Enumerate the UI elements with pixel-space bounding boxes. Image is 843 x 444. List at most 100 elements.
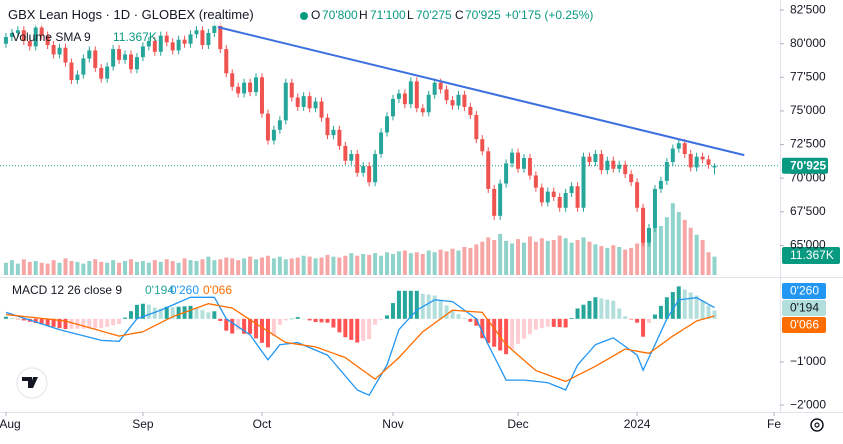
volume-bar bbox=[652, 222, 657, 275]
candle-body bbox=[420, 108, 425, 113]
macd-histogram-bar bbox=[611, 300, 616, 319]
macd-histogram-bar bbox=[301, 318, 306, 320]
macd-histogram-bar bbox=[343, 318, 348, 338]
candle-body bbox=[498, 183, 503, 216]
macd-histogram-bar bbox=[414, 290, 419, 319]
candle-body bbox=[355, 153, 360, 173]
macd-histogram-bar bbox=[158, 308, 163, 319]
volume-bar bbox=[206, 256, 211, 275]
macd-hist-value: 0'194 bbox=[145, 283, 174, 297]
macd-histogram-bar bbox=[557, 318, 562, 328]
volume-bar bbox=[75, 261, 80, 275]
macd-histogram-bar bbox=[694, 295, 699, 319]
macd-histogram-bar bbox=[21, 318, 26, 321]
macd-histogram-bar bbox=[331, 318, 336, 328]
macd-histogram-bar bbox=[271, 318, 276, 337]
ohlc-value: 70'275 bbox=[416, 8, 452, 22]
macd-histogram-bar bbox=[670, 292, 675, 319]
macd-histogram-bar bbox=[545, 318, 550, 327]
candle-body bbox=[670, 148, 675, 163]
volume-bar bbox=[158, 261, 163, 275]
candle-body bbox=[170, 42, 175, 51]
x-tick-label: Dec bbox=[507, 417, 528, 431]
candle-body bbox=[194, 30, 199, 35]
candle-body bbox=[9, 32, 14, 37]
macd-histogram-bar bbox=[51, 318, 56, 327]
candle-body bbox=[402, 93, 407, 105]
macd-histogram-bar bbox=[361, 318, 366, 341]
ohlc: O 70'800 H 71'100 L 70'275 C 70'925 +0'1… bbox=[311, 8, 593, 22]
macd-histogram-bar bbox=[385, 315, 390, 319]
macd-histogram-bar bbox=[438, 300, 443, 319]
volume-bar bbox=[641, 231, 646, 275]
candle-body bbox=[557, 197, 562, 208]
volume-bar bbox=[87, 261, 92, 275]
macd-histogram-bar bbox=[3, 316, 8, 319]
candle-body bbox=[152, 41, 157, 52]
last-price-label: 70'925 bbox=[790, 158, 827, 172]
candle-body bbox=[641, 207, 646, 243]
macd-histogram-bar bbox=[652, 314, 657, 319]
candle-body bbox=[516, 152, 521, 169]
volume-bar bbox=[236, 260, 241, 275]
volume-bar bbox=[277, 256, 282, 275]
candle-body bbox=[658, 180, 663, 189]
candle-body bbox=[527, 158, 532, 176]
macd-histogram-bar bbox=[706, 305, 711, 319]
candle-body bbox=[105, 66, 110, 79]
macd-histogram-bar bbox=[688, 292, 693, 319]
volume-sma: 11.367K bbox=[113, 30, 157, 44]
volume-bar bbox=[426, 250, 431, 275]
macd-histogram-bar bbox=[99, 318, 104, 329]
volume-bar bbox=[670, 203, 675, 275]
candle-body bbox=[581, 156, 586, 208]
volume-bar bbox=[635, 243, 640, 275]
ohlc-value: 71'100 bbox=[370, 8, 406, 22]
candle-body bbox=[3, 36, 8, 44]
macd-histogram-bar bbox=[551, 318, 556, 327]
signal-badge bbox=[782, 317, 826, 333]
volume-bar bbox=[194, 261, 199, 275]
volume-bar bbox=[593, 244, 598, 275]
candle-body bbox=[385, 116, 390, 133]
macd-histogram-bar bbox=[521, 318, 526, 339]
volume-bar bbox=[385, 252, 390, 275]
candle-body bbox=[117, 49, 122, 60]
macd-histogram-bar bbox=[617, 308, 622, 319]
macd-histogram-bar bbox=[581, 304, 586, 319]
volume-bar bbox=[319, 257, 324, 275]
volume-bar bbox=[486, 237, 491, 275]
volume-bar bbox=[99, 261, 104, 275]
legend-backdrop bbox=[4, 4, 540, 26]
macd-histogram-bar bbox=[33, 318, 38, 324]
macd-histogram-bar bbox=[111, 318, 116, 326]
candle-body bbox=[551, 191, 556, 198]
candle-body bbox=[480, 139, 485, 152]
macd-histogram-bar bbox=[254, 318, 259, 339]
macd-histogram-bar bbox=[492, 318, 497, 347]
y-tick-label: 70'000 bbox=[790, 170, 826, 184]
volume-bar bbox=[450, 248, 455, 275]
candle-body bbox=[271, 129, 276, 141]
volume-bar bbox=[343, 255, 348, 275]
settings-icon[interactable] bbox=[810, 418, 824, 432]
macd-histogram-bar bbox=[123, 317, 128, 319]
macd-histogram-bar bbox=[218, 318, 223, 321]
macd-histogram-bar bbox=[396, 290, 401, 319]
ohlc-key: C bbox=[455, 8, 464, 22]
candle-body bbox=[33, 27, 38, 47]
signal-badge-label: 0'066 bbox=[790, 318, 819, 332]
volume-bar bbox=[611, 245, 616, 275]
candle-body bbox=[468, 106, 473, 115]
volume-bar bbox=[706, 252, 711, 275]
macd-histogram-bar bbox=[87, 318, 92, 329]
change: +0'175 (+0.25%) bbox=[505, 8, 593, 22]
volume-bar bbox=[45, 263, 50, 275]
candle-body bbox=[575, 186, 580, 208]
candle-body bbox=[462, 94, 467, 107]
volume-bar bbox=[27, 261, 32, 275]
volume-name: Volume SMA 9 bbox=[12, 30, 91, 44]
volume-bar bbox=[134, 261, 139, 275]
candle-body bbox=[230, 73, 235, 87]
